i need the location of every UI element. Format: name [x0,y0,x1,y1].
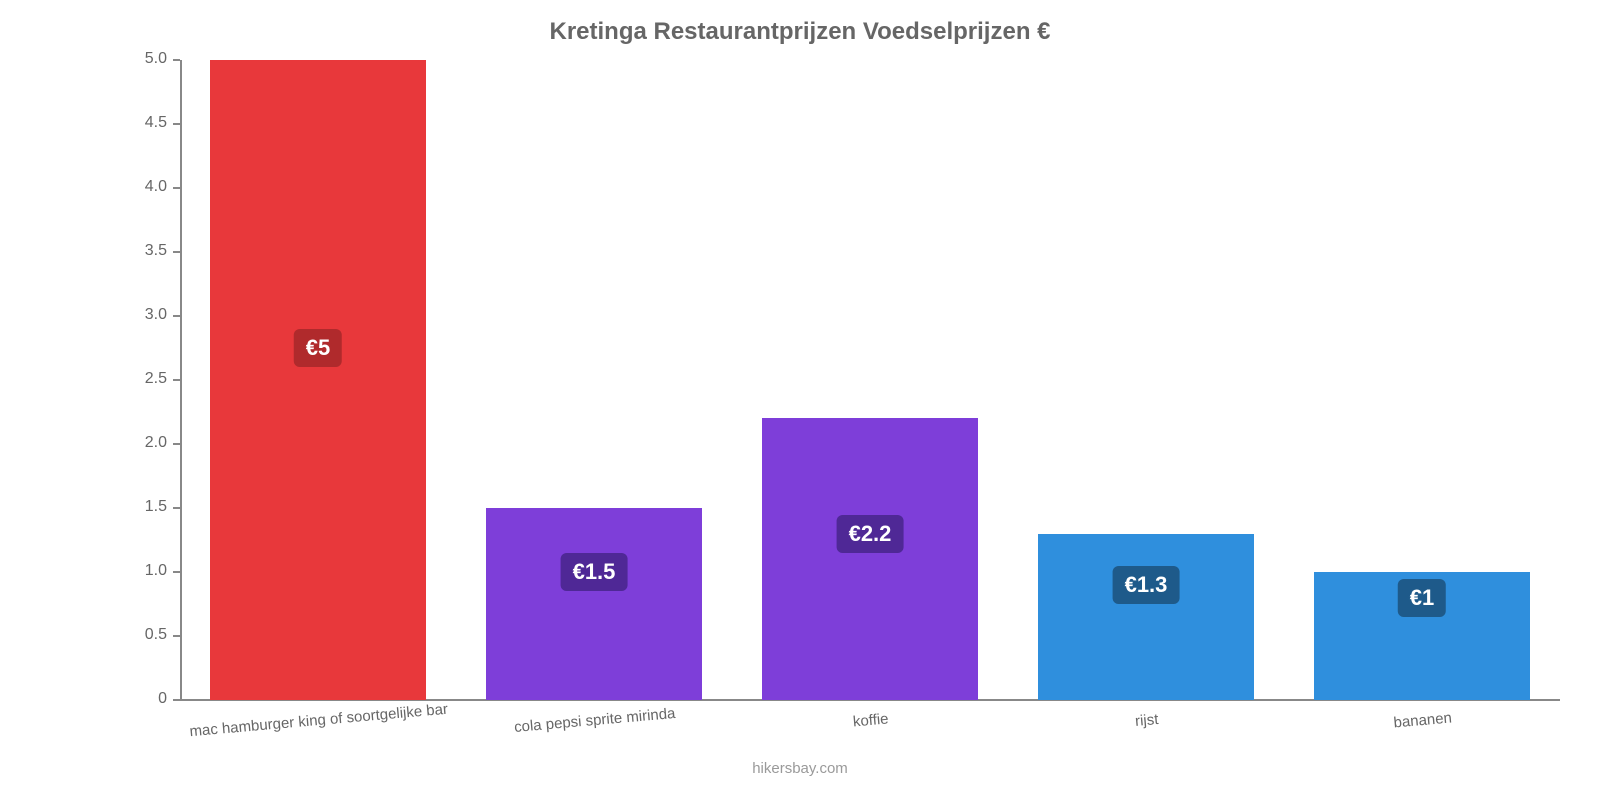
y-tick-mark [173,571,180,573]
value-badge: €1.3 [1113,566,1180,604]
y-tick-label: 3.5 [117,242,167,260]
value-badge: €2.2 [837,515,904,553]
y-tick-label: 0 [117,690,167,708]
value-badge: €1 [1398,579,1446,617]
y-tick-mark [173,635,180,637]
y-tick-label: 5.0 [117,50,167,68]
y-tick-label: 2.5 [117,370,167,388]
y-tick-label: 4.5 [117,114,167,132]
y-tick-mark [173,507,180,509]
y-tick-mark [173,251,180,253]
bar [762,418,977,700]
category-label: mac hamburger king of soortgelijke bar [189,701,449,741]
value-badge: €5 [294,329,342,367]
y-tick-mark [173,59,180,61]
category-label: bananen [1393,709,1453,731]
bar [1038,534,1253,700]
y-tick-mark [173,187,180,189]
y-tick-label: 1.5 [117,498,167,516]
bar [486,508,701,700]
y-tick-label: 3.0 [117,306,167,324]
y-tick-mark [173,443,180,445]
y-tick-mark [173,315,180,317]
y-tick-label: 2.0 [117,434,167,452]
y-tick-mark [173,699,180,701]
category-label: cola pepsi sprite mirinda [513,705,676,736]
plot-area: 00.51.01.52.02.53.03.54.04.55.0€5mac ham… [180,60,1560,700]
y-tick-label: 1.0 [117,562,167,580]
value-badge: €1.5 [561,553,628,591]
bar [210,60,425,700]
y-tick-label: 4.0 [117,178,167,196]
price-bar-chart: Kretinga Restaurantprijzen Voedselprijze… [0,0,1600,800]
y-tick-mark [173,379,180,381]
category-label: koffie [852,710,889,730]
chart-footer: hikersbay.com [0,760,1600,777]
y-axis-line [180,60,182,700]
chart-title: Kretinga Restaurantprijzen Voedselprijze… [0,18,1600,46]
category-label: rijst [1134,711,1159,730]
y-tick-label: 0.5 [117,626,167,644]
y-tick-mark [173,123,180,125]
